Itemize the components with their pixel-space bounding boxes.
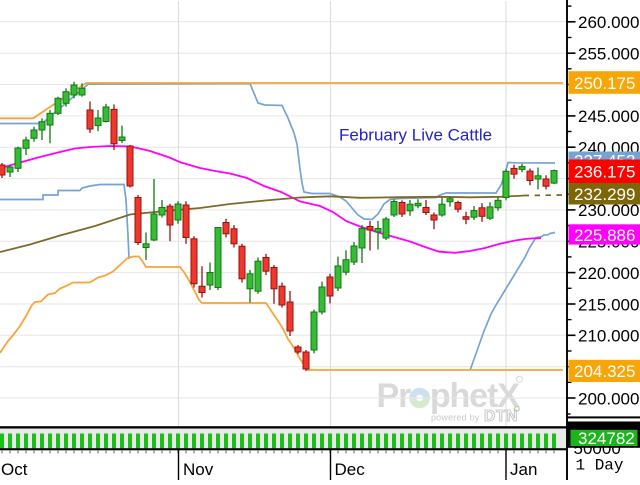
svg-text:powered by: powered by <box>431 412 480 422</box>
svg-text:204.325: 204.325 <box>574 362 635 381</box>
svg-text:210.000: 210.000 <box>578 327 639 346</box>
svg-text:225.886: 225.886 <box>574 226 635 245</box>
svg-text:Jan: Jan <box>510 460 537 479</box>
svg-text:324782: 324782 <box>578 429 635 448</box>
svg-text:1 Day: 1 Day <box>576 457 624 475</box>
svg-text:245.000: 245.000 <box>578 107 639 126</box>
svg-text:236.175: 236.175 <box>574 163 635 182</box>
svg-text:250.175: 250.175 <box>574 74 635 93</box>
svg-text:220.000: 220.000 <box>578 264 639 283</box>
svg-text:February Live Cattle: February Live Cattle <box>339 126 492 145</box>
svg-text:DTN: DTN <box>484 408 518 425</box>
svg-text:200.000: 200.000 <box>578 389 639 408</box>
svg-text:Oct: Oct <box>1 460 28 479</box>
svg-text:232.299: 232.299 <box>574 185 635 204</box>
svg-text:215.000: 215.000 <box>578 295 639 314</box>
svg-text:255.000: 255.000 <box>578 45 639 64</box>
svg-text:Nov: Nov <box>183 460 214 479</box>
svg-text:260.000: 260.000 <box>578 13 639 32</box>
svg-text:Dec: Dec <box>335 460 366 479</box>
